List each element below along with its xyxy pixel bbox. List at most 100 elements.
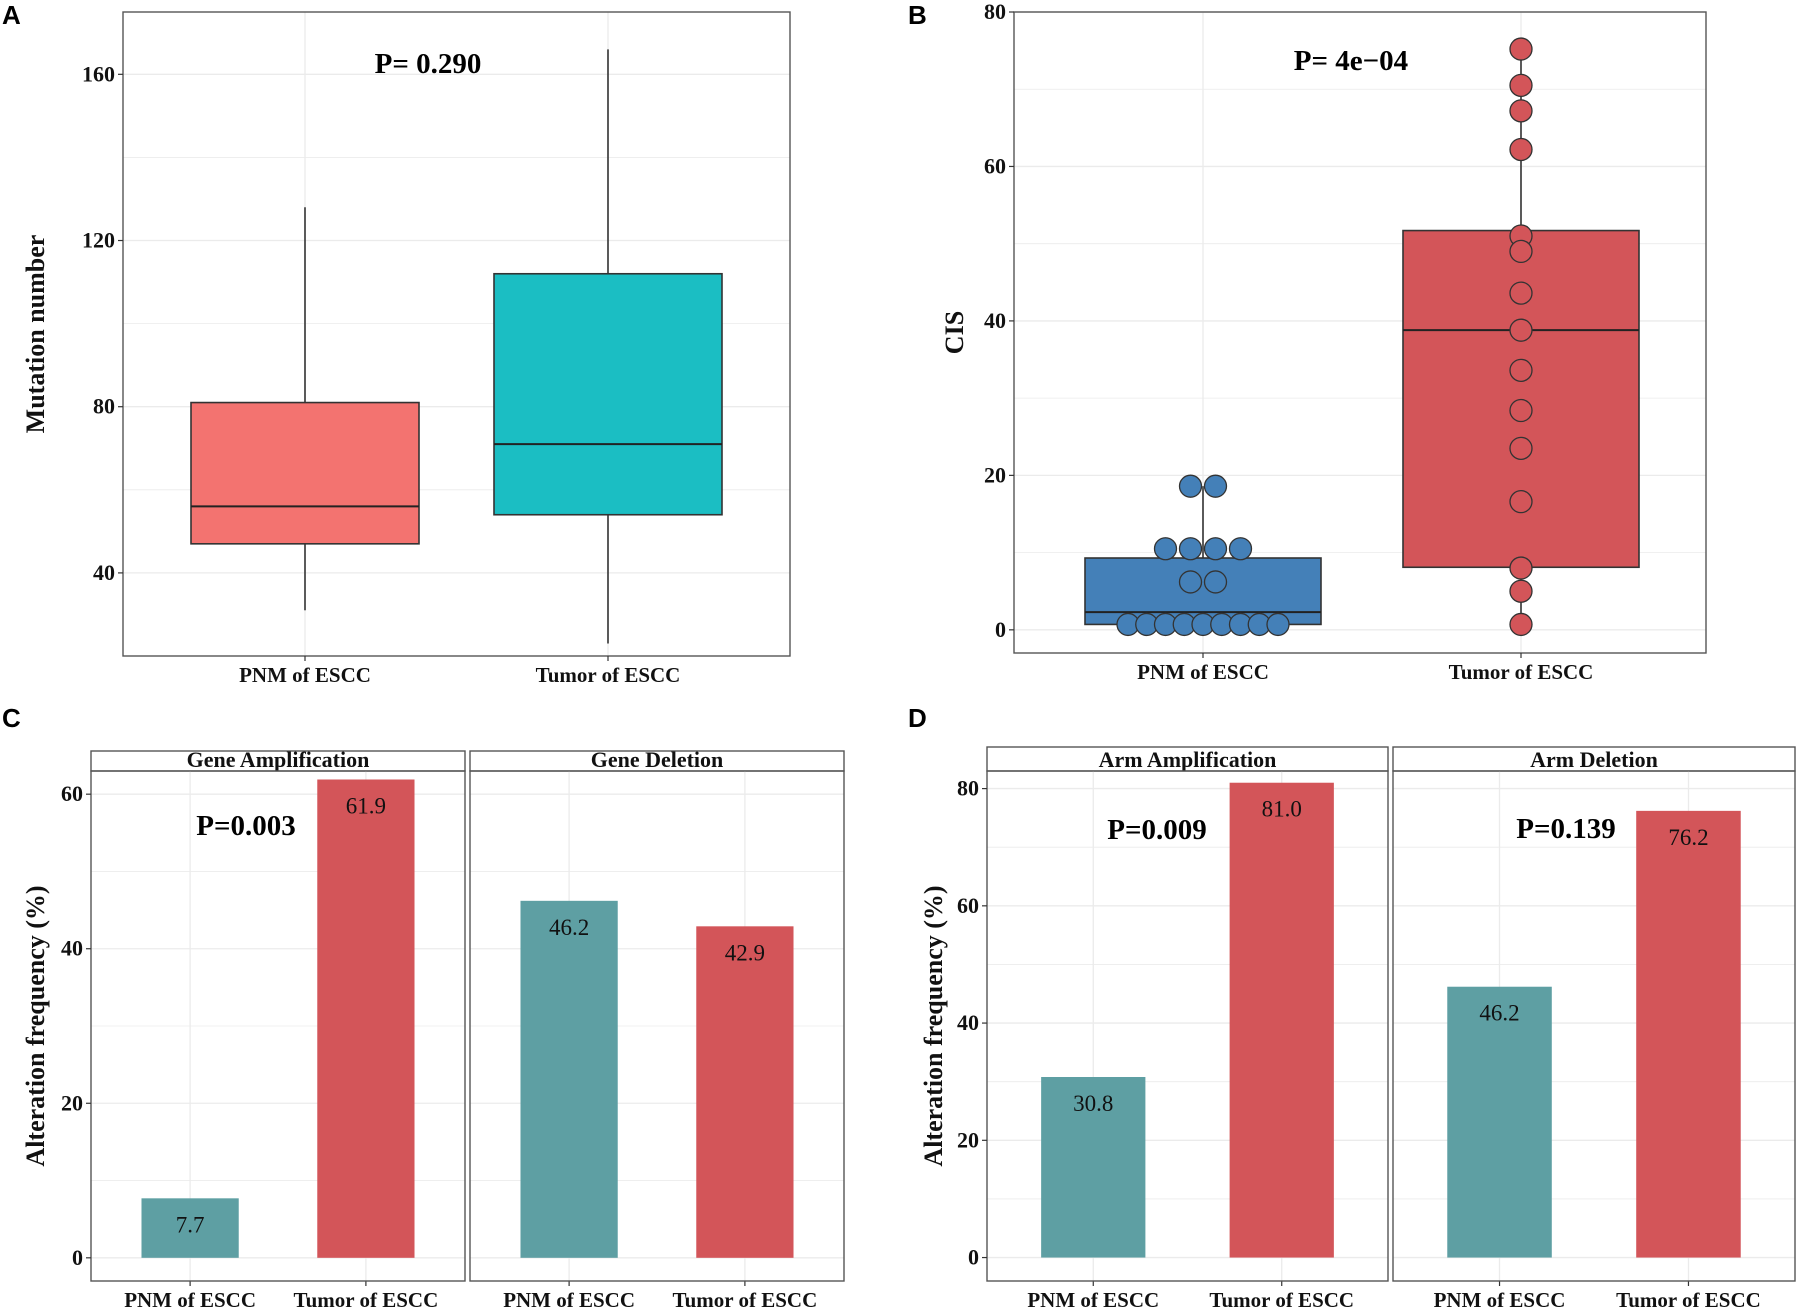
- facet-frame: [1392, 770, 1796, 1282]
- y-tick-label: 20: [957, 1127, 979, 1152]
- data-point: [1203, 537, 1228, 561]
- x-tick-label: Tumor of ESCC: [294, 1288, 439, 1312]
- data-point: [1266, 612, 1290, 637]
- y-tick-label: 0: [968, 1245, 979, 1270]
- panel-b-plot: 0 20 40 60 80 PNM of ESCC Tumor of ESCC CIS P= 4…: [940, 0, 1707, 684]
- y-tick-label: 160: [82, 61, 115, 86]
- bar-tumor: [1229, 782, 1334, 1258]
- bar-pnm: [1041, 1077, 1146, 1258]
- bar-value-label: 46.2: [1479, 1001, 1519, 1026]
- data-point: [1509, 37, 1533, 61]
- y-tick-label: 20: [61, 1090, 83, 1115]
- x-tick-label: Tumor of ESCC: [1449, 660, 1594, 684]
- data-point: [1509, 489, 1533, 514]
- plot-frame: [122, 11, 791, 657]
- data-point: [1509, 318, 1533, 342]
- plot-frame: [1013, 11, 1707, 654]
- x-tick-label: PNM of ESCC: [1137, 660, 1269, 684]
- facet-strip-label: Gene Deletion: [591, 747, 724, 772]
- data-point: [1509, 99, 1533, 123]
- bar-tumor: [317, 779, 415, 1258]
- facet-strip: [986, 746, 1389, 772]
- y-tick-label: 40: [93, 560, 115, 585]
- y-tick-label: 60: [957, 893, 979, 918]
- y-axis-title: CIS: [940, 311, 969, 354]
- facet-strip-label: Arm Amplification: [1099, 747, 1277, 772]
- panel-letter-c: C: [2, 703, 21, 733]
- p-value-label: P=0.009: [1107, 814, 1207, 846]
- panel-d-plot: Arm Amplification 30.8 PNM of ESCC 81.0 Tumo…: [919, 746, 1796, 1312]
- box-tumor: [493, 272, 723, 516]
- bar-value-label: 81.0: [1262, 797, 1302, 822]
- data-point: [1509, 436, 1533, 460]
- facet-strip-label: Arm Deletion: [1530, 747, 1658, 772]
- x-tick-label: PNM of ESCC: [1434, 1288, 1566, 1312]
- data-point: [1509, 73, 1533, 98]
- x-tick-label: Tumor of ESCC: [1209, 1288, 1354, 1312]
- x-tick-label: Tumor of ESCC: [673, 1288, 818, 1312]
- y-tick-label: 0: [72, 1245, 83, 1270]
- x-tick-label: PNM of ESCC: [239, 663, 371, 687]
- data-point: [1509, 358, 1533, 382]
- y-tick-label: 0: [995, 617, 1006, 642]
- panel-letter-d: D: [908, 703, 927, 733]
- data-point: [1203, 570, 1228, 594]
- y-axis-title: Alteration frequency (%): [21, 885, 50, 1166]
- facet-gene-amplification: Gene Amplification 7.7 PNM of ESCC 61.9 Tumo…: [90, 747, 466, 1312]
- x-tick-label: Tumor of ESCC: [536, 663, 681, 687]
- bar-pnm: [1447, 986, 1552, 1258]
- data-point: [1509, 137, 1533, 162]
- y-tick-label: 60: [984, 153, 1006, 178]
- data-point: [1509, 281, 1533, 305]
- bar-value-label: 61.9: [346, 794, 386, 819]
- data-point: [1509, 556, 1533, 580]
- data-point: [1509, 398, 1533, 423]
- facet-arm-amplification: Arm Amplification 30.8 PNM of ESCC 81.0 Tumo…: [986, 746, 1389, 1312]
- y-tick-label: 80: [957, 776, 979, 801]
- panel-letter-b: B: [908, 0, 927, 30]
- y-axis-title: Mutation number: [21, 235, 50, 434]
- x-tick-label: Tumor of ESCC: [1616, 1288, 1761, 1312]
- panel-a-plot: 40 80 120 160 PNM of ESCC Tumor of ESCC Mutati…: [21, 11, 791, 687]
- p-value-label: P=0.139: [1516, 813, 1616, 845]
- facet-gene-deletion: Gene Deletion 46.2 PNM of ESCC 42.9 Tumor of…: [469, 747, 845, 1312]
- x-tick-label: PNM of ESCC: [503, 1288, 635, 1312]
- data-point: [1178, 537, 1203, 561]
- y-tick-label: 40: [984, 308, 1006, 333]
- y-tick-label: 60: [61, 781, 83, 806]
- y-tick-label: 80: [93, 394, 115, 419]
- bar-tumor: [696, 926, 794, 1258]
- facet-frame: [90, 770, 466, 1282]
- facet-frame: [469, 770, 845, 1282]
- bar-pnm: [141, 1198, 239, 1258]
- bar-pnm: [520, 900, 618, 1258]
- chart-layer: 40 80 120 160 PNM of ESCC Tumor of ESCC Mutati…: [21, 0, 1796, 1312]
- data-point: [1178, 570, 1203, 594]
- y-tick-label: 20: [984, 462, 1006, 487]
- data-point: [1153, 537, 1178, 561]
- p-value-label: P= 4e−04: [1294, 45, 1408, 77]
- data-point: [1203, 474, 1228, 498]
- y-tick-label: 40: [957, 1010, 979, 1035]
- x-tick-label: PNM of ESCC: [124, 1288, 256, 1312]
- y-axis-title: Alteration frequency (%): [919, 885, 948, 1166]
- facet-arm-deletion: Arm Deletion 46.2 PNM of ESCC 76.2 Tumor of …: [1392, 746, 1796, 1312]
- data-point: [1509, 579, 1533, 603]
- facet-frame: [986, 770, 1389, 1282]
- y-tick-label: 40: [61, 936, 83, 961]
- data-point: [1509, 612, 1533, 637]
- bar-tumor: [1636, 810, 1741, 1258]
- y-tick-label: 80: [984, 0, 1006, 24]
- data-point: [1178, 474, 1203, 498]
- bar-value-label: 30.8: [1073, 1091, 1113, 1116]
- bar-value-label: 46.2: [549, 915, 589, 940]
- box-pnm: [190, 401, 420, 545]
- facet-strip-label: Gene Amplification: [187, 747, 370, 772]
- data-point: [1228, 537, 1253, 561]
- data-point: [1509, 239, 1533, 264]
- bar-value-label: 76.2: [1668, 825, 1708, 850]
- panel-c-plot: Gene Amplification 7.7 PNM of ESCC 61.9 Tumo…: [21, 747, 845, 1312]
- bar-value-label: 7.7: [176, 1212, 205, 1237]
- panel-letter-a: A: [2, 0, 21, 30]
